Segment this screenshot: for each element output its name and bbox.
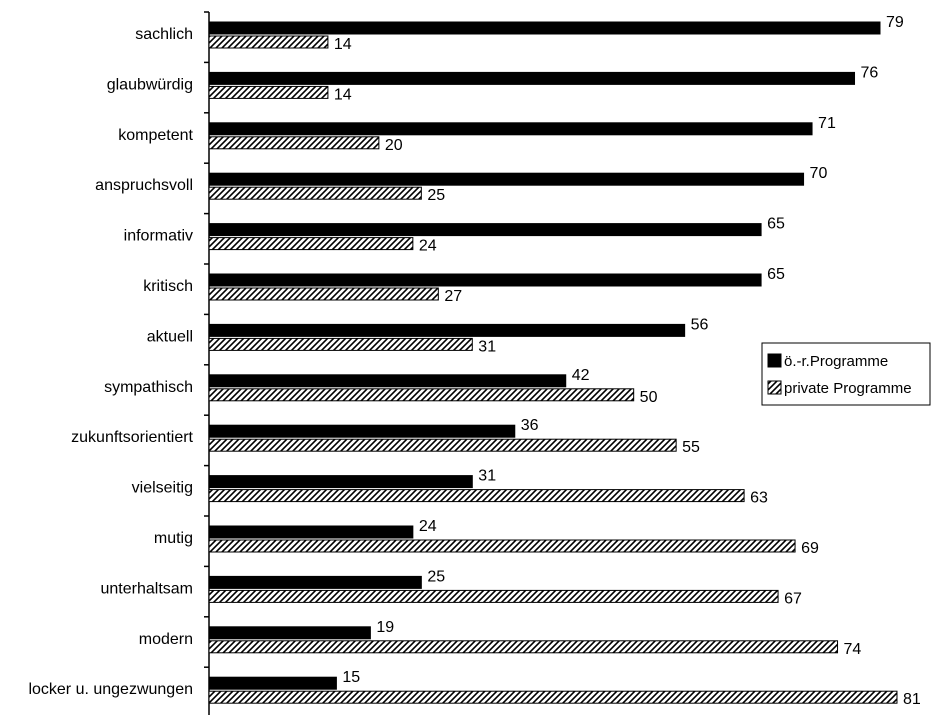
bar-private-modern <box>208 640 839 654</box>
value-label-oer-modern: 19 <box>376 619 394 636</box>
value-label-oer-glaubwuerdig: 76 <box>861 64 879 81</box>
value-label-private-informativ: 24 <box>419 238 437 255</box>
value-label-private-glaubwuerdig: 14 <box>334 86 352 103</box>
bar-private-zukunftsorientiert <box>208 438 677 452</box>
value-label-private-modern: 74 <box>844 641 862 658</box>
bar-private-mutig <box>208 539 796 553</box>
category-label-vielseitig: vielseitig <box>132 480 193 497</box>
value-label-private-locker-u-ungezwungen: 81 <box>903 691 921 708</box>
category-label-glaubwuerdig: glaubwürdig <box>107 76 193 93</box>
bar-oer-zukunftsorientiert <box>208 424 516 438</box>
value-label-private-sympathisch: 50 <box>640 389 658 406</box>
value-label-private-mutig: 69 <box>801 540 819 557</box>
category-label-locker-u-ungezwungen: locker u. ungezwungen <box>28 681 193 698</box>
value-label-private-aktuell: 31 <box>478 338 496 355</box>
bar-private-aktuell <box>208 337 473 351</box>
value-label-oer-sympathisch: 42 <box>572 367 590 384</box>
category-label-informativ: informativ <box>124 228 193 245</box>
bar-private-sympathisch <box>208 388 635 402</box>
value-label-private-kompetent: 20 <box>385 137 403 154</box>
value-label-oer-vielseitig: 31 <box>478 468 496 485</box>
bar-private-kompetent <box>208 136 380 150</box>
category-label-mutig: mutig <box>154 530 193 547</box>
category-label-unterhaltsam: unterhaltsam <box>101 580 194 597</box>
category-label-aktuell: aktuell <box>147 328 193 345</box>
bar-private-anspruchsvoll <box>208 186 422 200</box>
bar-oer-unterhaltsam <box>208 575 422 589</box>
value-label-oer-aktuell: 56 <box>691 316 709 333</box>
value-label-oer-informativ: 65 <box>767 216 785 233</box>
bar-oer-vielseitig <box>208 475 473 489</box>
legend-label-private: private Programme <box>784 380 912 397</box>
bar-oer-kompetent <box>208 122 813 136</box>
bar-private-informativ <box>208 237 414 251</box>
value-label-private-zukunftsorientiert: 55 <box>682 439 700 456</box>
value-label-oer-anspruchsvoll: 70 <box>810 165 828 182</box>
bar-private-vielseitig <box>208 489 745 503</box>
value-label-private-unterhaltsam: 67 <box>784 590 802 607</box>
y-axis <box>204 11 210 715</box>
value-label-oer-sachlich: 79 <box>886 14 904 31</box>
value-label-oer-unterhaltsam: 25 <box>427 568 445 585</box>
bar-oer-sachlich <box>208 21 881 35</box>
category-label-sachlich: sachlich <box>135 26 193 43</box>
legend-label-oer: ö.-r.Programme <box>784 353 888 370</box>
value-label-private-anspruchsvoll: 25 <box>427 187 445 204</box>
bar-oer-kritisch <box>208 273 762 287</box>
value-label-oer-zukunftsorientiert: 36 <box>521 417 539 434</box>
value-label-private-vielseitig: 63 <box>750 490 768 507</box>
bar-private-sachlich <box>208 35 329 49</box>
category-label-kompetent: kompetent <box>118 127 193 144</box>
value-label-oer-kompetent: 71 <box>818 115 836 132</box>
category-label-zukunftsorientiert: zukunftsorientiert <box>71 429 193 446</box>
bar-oer-glaubwuerdig <box>208 71 856 85</box>
legend-swatch-oer <box>767 353 782 368</box>
value-label-private-sachlich: 14 <box>334 36 352 53</box>
legend-box <box>761 342 931 406</box>
category-label-kritisch: kritisch <box>143 278 193 295</box>
bar-oer-mutig <box>208 525 414 539</box>
value-label-oer-locker-u-ungezwungen: 15 <box>342 669 360 686</box>
category-label-anspruchsvoll: anspruchsvoll <box>95 177 193 194</box>
bar-private-locker-u-ungezwungen <box>208 690 898 704</box>
value-label-oer-mutig: 24 <box>419 518 437 535</box>
bar-private-kritisch <box>208 287 439 301</box>
labels-group: sachlich 79 14 glaubwürdig 76 14 kompetent 71 20… <box>28 14 920 708</box>
category-label-sympathisch: sympathisch <box>104 379 193 396</box>
bar-oer-aktuell <box>208 323 686 337</box>
value-label-oer-kritisch: 65 <box>767 266 785 283</box>
bar-oer-modern <box>208 626 371 640</box>
bar-oer-locker-u-ungezwungen <box>208 676 337 690</box>
bar-oer-anspruchsvoll <box>208 172 805 186</box>
legend: ö.-r.Programme private Programme <box>761 342 931 406</box>
legend-swatch-private <box>767 380 782 395</box>
bar-oer-informativ <box>208 223 762 237</box>
bar-private-glaubwuerdig <box>208 85 329 99</box>
bar-private-unterhaltsam <box>208 589 779 603</box>
bars-group <box>208 21 898 704</box>
bar-oer-sympathisch <box>208 374 567 388</box>
category-label-modern: modern <box>139 631 193 648</box>
value-label-private-kritisch: 27 <box>444 288 462 305</box>
